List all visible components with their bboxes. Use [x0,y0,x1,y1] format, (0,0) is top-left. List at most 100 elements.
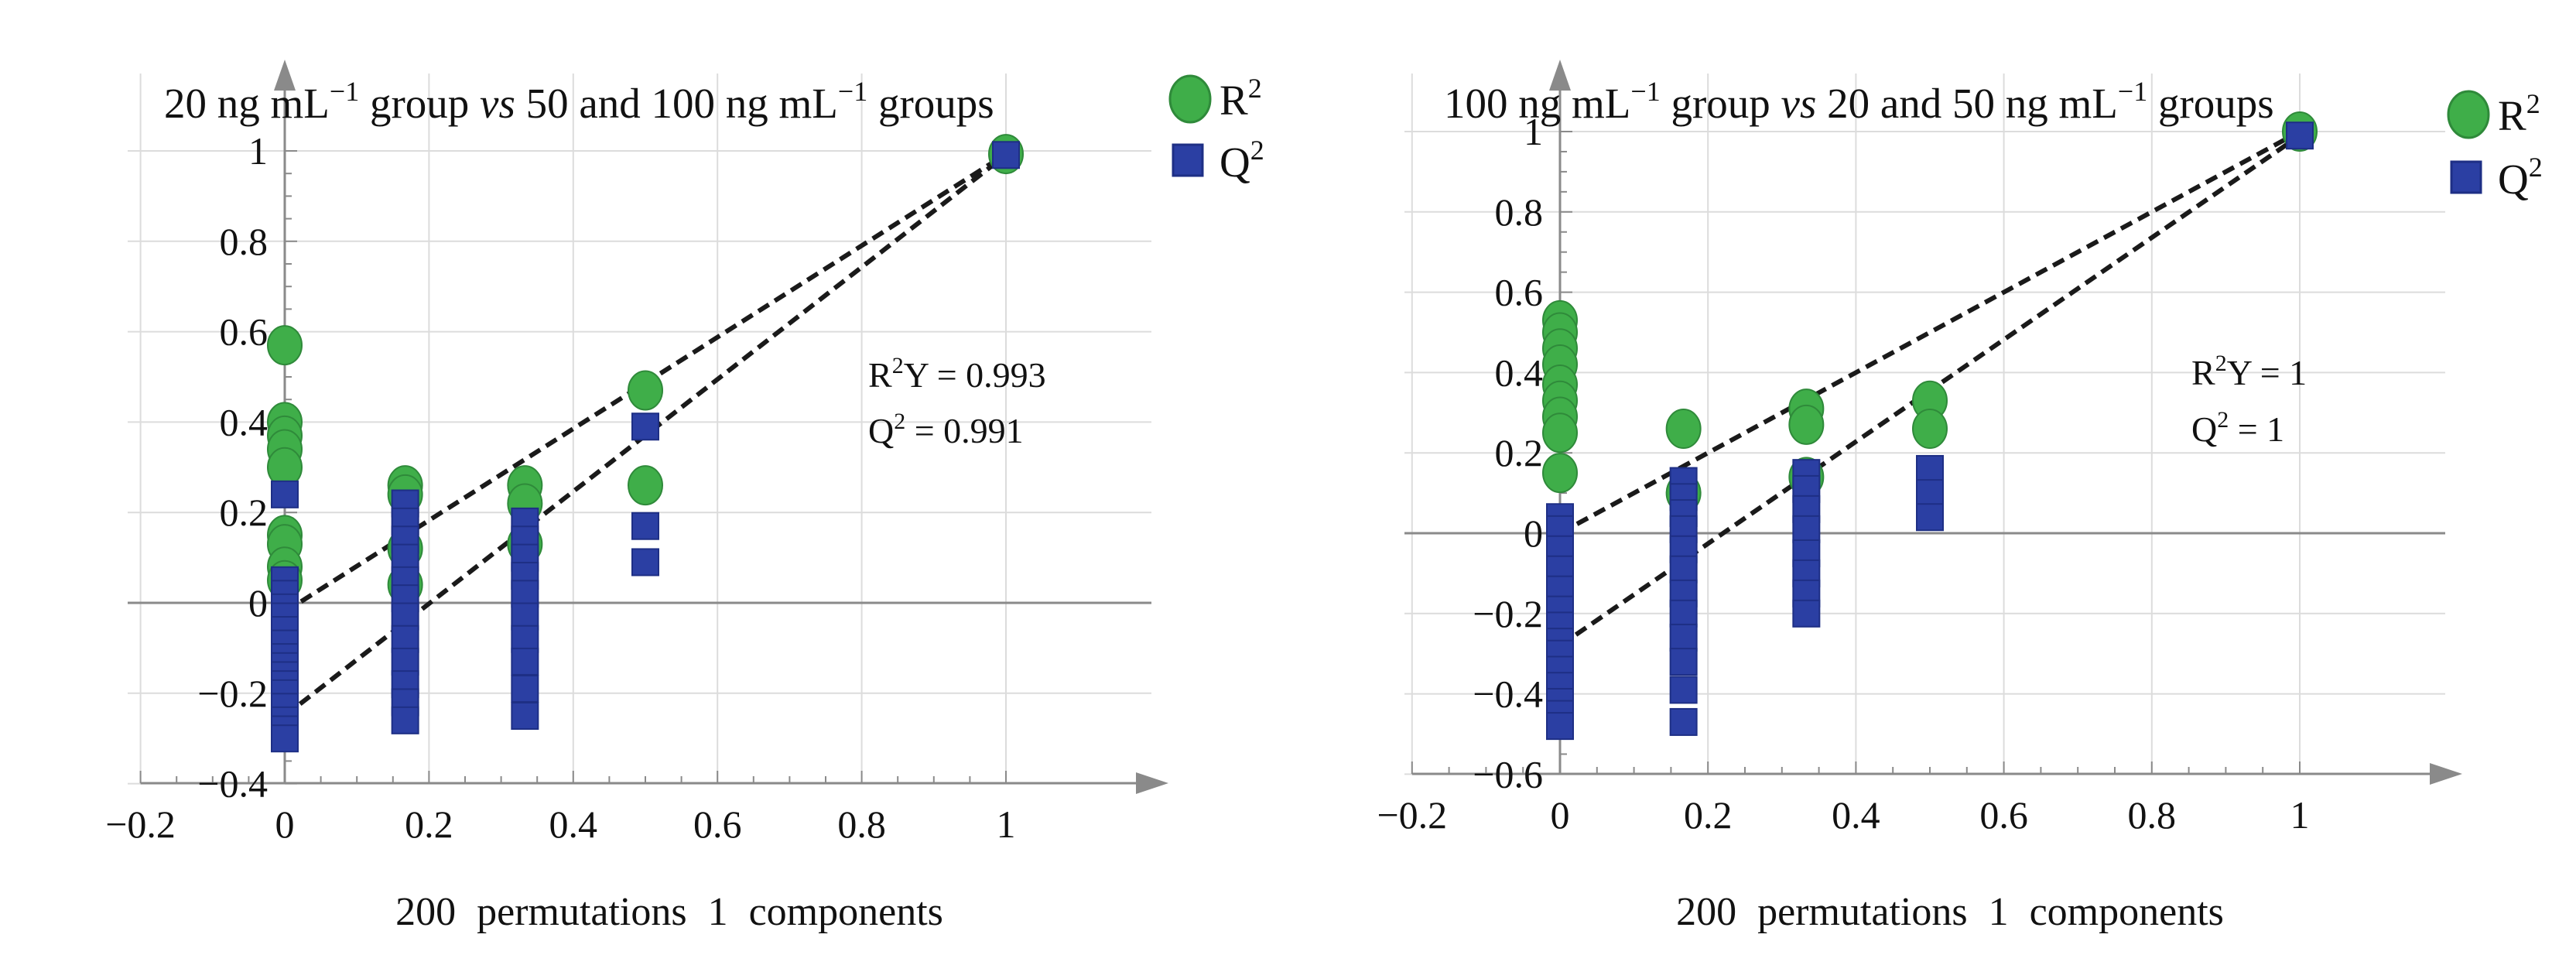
point-q2 [271,724,299,753]
legend-item-q2: Q2 [2450,152,2543,203]
q2-annotation: Q2 = 0.991 [868,409,1024,450]
legend-marker-q2 [2450,160,2482,194]
y-tick-label: 1 [248,129,268,173]
legend-marker-r2 [2447,90,2490,139]
stats-annotation: R2Y = 0.993 Q2 = 0.991 [868,353,1046,450]
point-q2 [511,647,539,676]
x-tick-label: −0.2 [105,803,176,846]
point-q2 [391,706,419,734]
chart-panel-left: −0.4 −0.2 0 0.2 0.4 0.6 0.8 1 −0.2 0 0.2 0.4 0.6 0.8 1… [105,60,1264,934]
point-q2 [1669,648,1698,676]
point-q2 [511,674,539,703]
legend: R2 Q2 [1168,73,1264,186]
y-tick-label: −0.6 [1473,752,1543,796]
x-tick-label: 0.4 [1832,793,1880,837]
x-tick-label: 0 [275,803,295,846]
x-tick-label: 1 [2290,793,2310,837]
point-r2 [1542,453,1578,494]
chart-title: 100 ng mL−1 group vs 20 and 50 ng mL−1 g… [1444,76,2274,127]
y-tick-label: 0.2 [1495,431,1544,474]
point-q2 [631,548,659,577]
legend-item-r2: R2 [1168,73,1262,124]
x-tick-label: 0.2 [405,803,453,846]
x-tick-label: 0.6 [1979,793,2028,837]
r2y-annotation: R2Y = 0.993 [868,353,1046,395]
point-r2 [1542,412,1578,453]
legend-label-q2: Q [1220,139,1250,186]
point-q2 [1669,599,1698,628]
chart-title: 20 ng mL−1 group vs 50 and 100 ng mL−1 g… [164,76,994,127]
point-q2 [271,480,299,508]
x-tick-label: 0.2 [1684,793,1733,837]
y-tick-label: 0.6 [220,310,269,354]
point-r2 [267,325,303,366]
x-tick-label: 0 [1551,793,1570,837]
y-tick-label: 0.2 [220,491,269,534]
r2y-annotation: R2Y = 1 [2191,351,2307,392]
svg-text:Q2: Q2 [2498,152,2543,203]
legend-marker-q2 [1172,143,1204,177]
legend-item-r2: R2 [2447,88,2540,139]
y-tick-label: −0.2 [1473,592,1543,635]
y-tick-label: −0.4 [197,762,268,806]
regression-line-r2 [1558,129,2301,536]
legend-label-r2: R [2498,92,2526,139]
y-tick-label: 0 [1524,512,1543,555]
y-tick-label: 0.4 [220,400,269,443]
point-q2 [1669,676,1698,704]
tick-labels: −0.6 −0.4 −0.2 0 0.2 0.4 0.6 0.8 1 −0.2 0 0.2 0.4 0.6… [1377,110,2309,837]
y-tick-label: −0.2 [197,672,268,715]
stats-annotation: R2Y = 1 Q2 = 1 [2191,351,2307,449]
chart-panel-right: −0.6 −0.4 −0.2 0 0.2 0.4 0.6 0.8 1 −0.2 0 0.2 0.4 0.6… [1377,60,2543,934]
point-q2 [1916,454,1944,483]
tick-labels: −0.4 −0.2 0 0.2 0.4 0.6 0.8 1 −0.2 0 0.2 0.4 0.6 0.8 1 [105,129,1015,846]
x-tick-label: 0.8 [837,803,886,846]
y-tick-label: 0.4 [1495,351,1544,394]
point-q2 [1792,599,1821,628]
point-r2 [628,370,663,411]
point-r2 [1665,409,1702,450]
point-q2 [1546,712,1574,741]
svg-text:R2: R2 [2498,88,2540,139]
x-tick-label: 0.4 [549,803,598,846]
point-q2 [1669,623,1698,652]
legend-item-q2: Q2 [1172,135,1264,186]
y-axis-arrow [274,60,296,91]
point-q2 [2286,122,2314,150]
point-q2 [1792,515,1821,543]
point-r2 [1788,404,1825,445]
point-q2 [992,141,1020,169]
y-axis-arrow [1549,60,1571,91]
svg-text:Q2: Q2 [1220,135,1264,186]
x-axis-arrow [1136,772,1168,794]
y-tick-label: 0 [248,581,268,625]
y-tick-label: −0.4 [1473,673,1543,716]
point-r2 [1912,409,1948,450]
x-axis-label: 200 permutations 1 components [1676,890,2224,934]
point-q2 [1669,555,1698,584]
x-axis-label: 200 permutations 1 components [395,890,943,934]
point-q2 [1916,479,1944,508]
point-q2 [631,512,659,540]
legend-label-q2: Q [2498,156,2529,203]
q2-annotation: Q2 = 1 [2191,407,2284,449]
svg-text:R2: R2 [1220,73,1262,124]
y-tick-label: 0.8 [1495,190,1544,234]
point-q2 [631,412,659,441]
point-q2 [1669,707,1698,736]
point-q2 [511,702,539,730]
legend-marker-r2 [1168,74,1212,124]
point-r2 [628,465,663,506]
y-tick-label: 0.8 [220,220,269,263]
y-tick-label: 0.6 [1495,271,1544,314]
x-tick-label: −0.2 [1377,793,1447,837]
x-axis-arrow [2430,763,2462,785]
point-q2 [1916,503,1944,532]
y-tick-label: 1 [1524,110,1543,153]
x-tick-label: 1 [997,803,1016,846]
x-tick-label: 0.6 [693,803,742,846]
data-points [267,134,1024,753]
data-points [1542,111,2318,741]
x-tick-label: 0.8 [2128,793,2177,837]
